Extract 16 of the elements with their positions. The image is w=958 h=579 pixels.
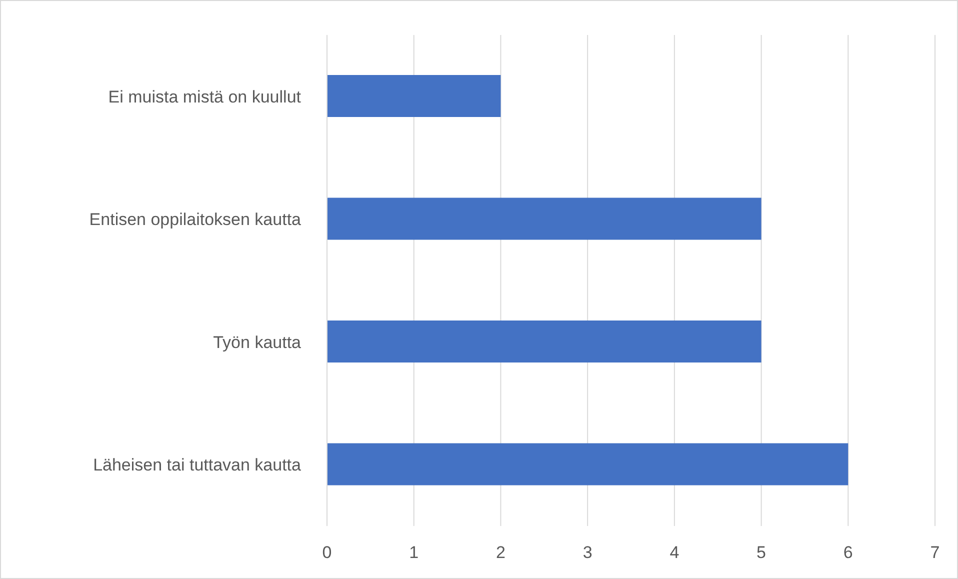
x-tick-label: 2 (496, 543, 506, 562)
y-tick-label: Läheisen tai tuttavan kautta (93, 456, 302, 475)
bar (327, 75, 501, 117)
x-tick-label: 7 (930, 543, 940, 562)
x-tick-label: 4 (670, 543, 680, 562)
bar (327, 443, 848, 486)
x-tick-label: 6 (843, 543, 853, 562)
y-tick-label: Ei muista mistä on kuullut (108, 87, 302, 106)
x-tick-label: 1 (409, 543, 419, 562)
y-tick-label: Työn kautta (213, 332, 302, 352)
x-tick-label: 5 (756, 543, 766, 562)
bar (327, 320, 762, 362)
x-tick-label: 0 (322, 543, 332, 562)
bar (327, 198, 762, 240)
y-tick-label: Entisen oppilaitoksen kautta (89, 210, 302, 230)
x-tick-label: 3 (582, 543, 592, 562)
